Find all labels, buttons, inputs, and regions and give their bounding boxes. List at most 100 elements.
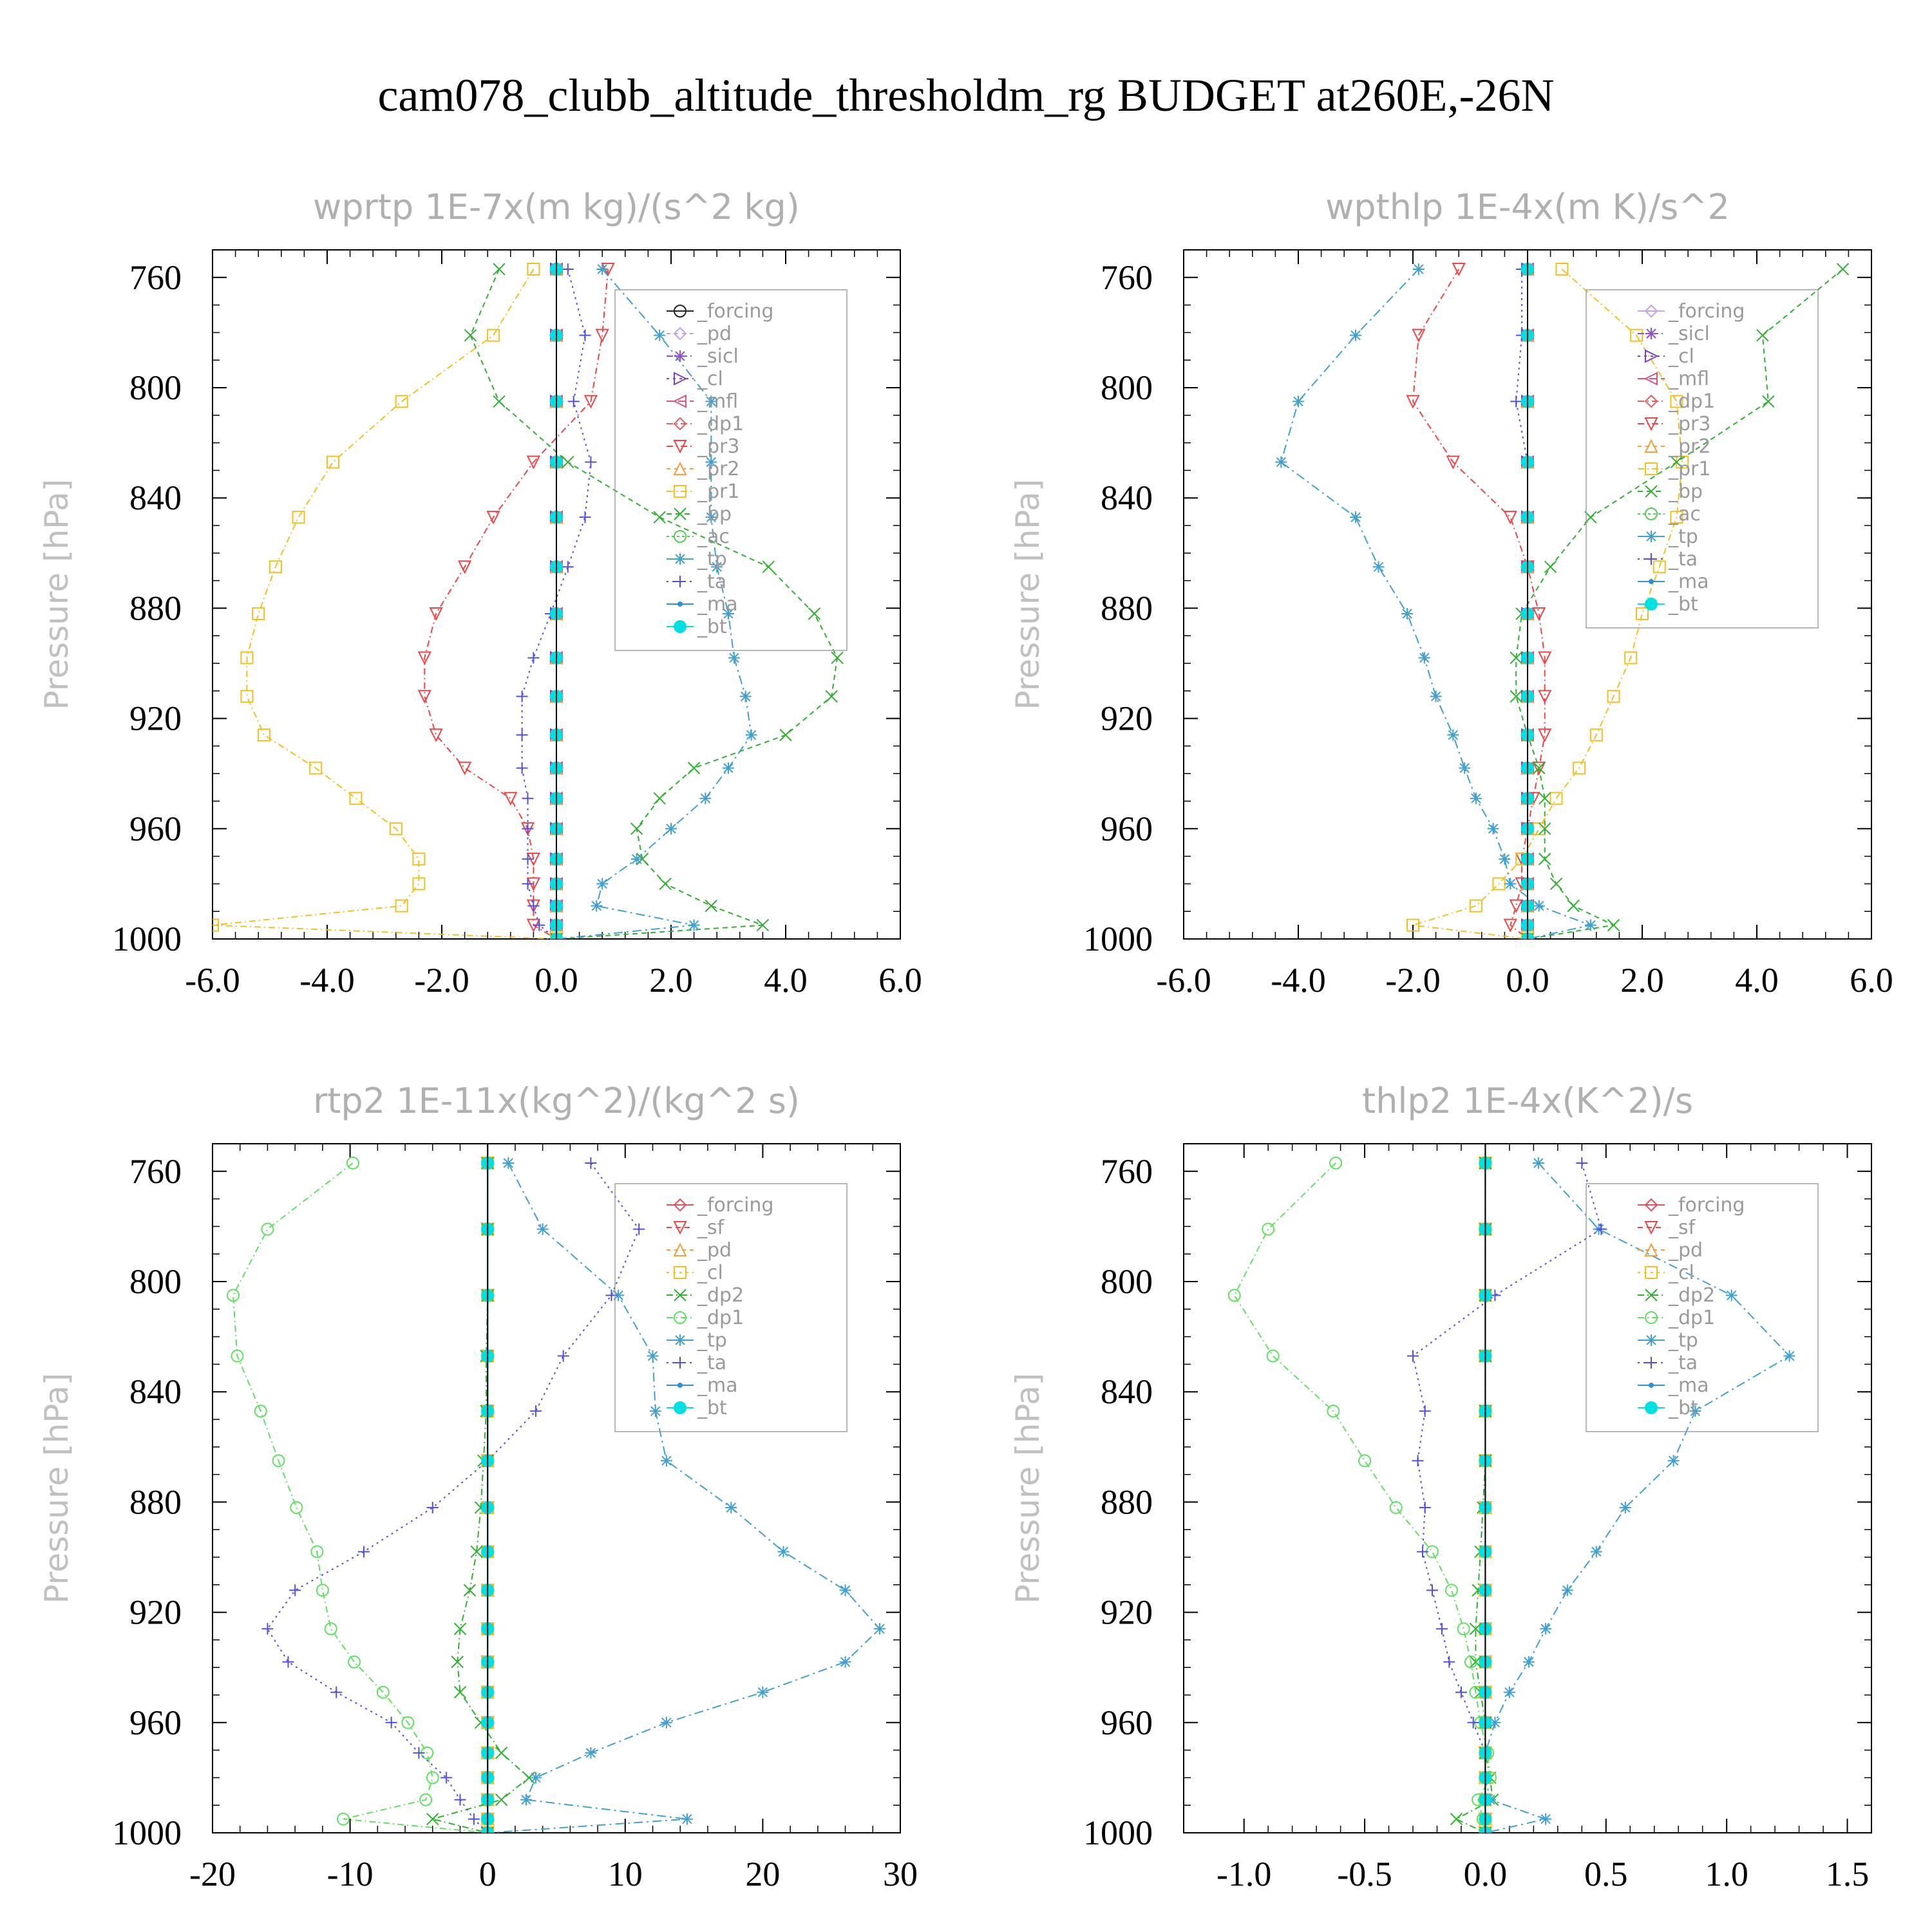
data-point_tp bbox=[1590, 1546, 1602, 1558]
series_ta bbox=[1510, 263, 1533, 939]
y-tick-label: 800 bbox=[129, 368, 182, 407]
data-point_pr1 bbox=[1607, 690, 1620, 703]
data-point_tp bbox=[660, 1455, 672, 1467]
legend-marker bbox=[1645, 1401, 1658, 1414]
data-point_tp bbox=[536, 1223, 549, 1235]
y-tick-label: 840 bbox=[1101, 478, 1153, 517]
legend-entry_ma: _ma bbox=[667, 593, 738, 616]
data-point_pr3 bbox=[526, 455, 541, 469]
legend-label: _tp bbox=[697, 1329, 727, 1352]
legend-label: _mfl bbox=[1668, 368, 1709, 390]
legend-marker bbox=[1645, 328, 1657, 339]
series-line_dp2 bbox=[430, 1163, 530, 1833]
data-point_bp bbox=[756, 918, 770, 932]
data-point_tp bbox=[1430, 690, 1442, 703]
legend-label: _cl bbox=[1668, 1262, 1694, 1284]
data-point_pr1 bbox=[1532, 822, 1546, 835]
series_tp bbox=[551, 263, 757, 939]
y-tick-label: 760 bbox=[1101, 1152, 1153, 1191]
x-tick-label: 30 bbox=[883, 1855, 918, 1893]
legend-label: _pr2 bbox=[697, 458, 739, 480]
data-point_tp bbox=[1532, 1157, 1544, 1169]
legend-label: _bt bbox=[697, 1397, 727, 1419]
data-point_pr1 bbox=[258, 728, 271, 742]
legend-label: _pd bbox=[697, 1239, 732, 1262]
legend-marker bbox=[674, 576, 686, 587]
data-point_tp bbox=[660, 1716, 672, 1728]
legend-entry_sicl: _sicl bbox=[667, 345, 739, 368]
legend-entry_cl: _cl bbox=[1638, 1262, 1694, 1284]
data-point_ta bbox=[1412, 1455, 1424, 1467]
series_pr3 bbox=[1406, 262, 1552, 939]
series-line_dp2 bbox=[1455, 1163, 1493, 1833]
data-point_pr3 bbox=[1503, 918, 1517, 933]
legend-marker bbox=[674, 1334, 686, 1346]
data-point_ta bbox=[557, 1350, 569, 1362]
legend-entry_mfl: _mfl bbox=[667, 390, 738, 413]
legend-label: _ac bbox=[1668, 503, 1701, 526]
legend-entry_pr2: _pr2 bbox=[667, 458, 739, 480]
data-point_ta bbox=[1435, 1623, 1448, 1635]
data-point_bp bbox=[653, 792, 666, 805]
legend-entry_tp: _tp bbox=[667, 1329, 727, 1352]
legend-entry_dp1: _dp1 bbox=[1638, 390, 1715, 413]
legend-marker bbox=[1645, 1334, 1657, 1346]
y-axis-label: Pressure [hPa] bbox=[38, 479, 75, 710]
data-point_ta bbox=[357, 1546, 370, 1558]
data-point_ta bbox=[579, 511, 591, 524]
data-point_pr3 bbox=[1412, 328, 1426, 343]
data-point_tp bbox=[1275, 456, 1287, 468]
data-point_pr1 bbox=[1630, 328, 1643, 342]
data-point_ta bbox=[468, 1813, 480, 1825]
x-tick-label: 0.0 bbox=[535, 961, 578, 999]
data-point_pr3 bbox=[457, 560, 472, 574]
data-point_ta bbox=[282, 1656, 294, 1668]
legend-label: _bp bbox=[1668, 480, 1703, 503]
series-line_dp1 bbox=[1233, 1162, 1491, 1833]
y-tick-label: 840 bbox=[129, 478, 182, 517]
data-point_pr3 bbox=[1503, 511, 1517, 525]
legend-label: _ta bbox=[1668, 548, 1698, 571]
data-point_dp1 bbox=[1227, 1289, 1241, 1302]
legend-entry_dp2: _dp2 bbox=[1638, 1284, 1715, 1307]
legend-entry_bt: _bt bbox=[667, 616, 727, 638]
data-point_tp bbox=[1540, 1623, 1552, 1635]
legend-label: _pd bbox=[1668, 1239, 1703, 1262]
data-point_dp1 bbox=[290, 1501, 303, 1514]
x-tick-label: 20 bbox=[745, 1855, 780, 1893]
data-point_tp bbox=[630, 853, 643, 865]
data-point_tp bbox=[1372, 561, 1385, 573]
data-point_ta bbox=[516, 762, 528, 774]
data-point_pr1 bbox=[240, 651, 254, 665]
legend-marker bbox=[674, 1311, 687, 1324]
legend-label: _dp1 bbox=[1668, 390, 1715, 413]
data-point_pr3 bbox=[457, 761, 472, 775]
data-point_pr3 bbox=[1538, 728, 1552, 743]
legend-label: _pr3 bbox=[697, 435, 739, 458]
legend-marker bbox=[677, 601, 683, 607]
legend-label: _ma bbox=[697, 1374, 738, 1397]
data-point_pr3 bbox=[583, 395, 598, 409]
data-point_tp bbox=[1689, 1405, 1701, 1417]
legend-entry_pr1: _pr1 bbox=[1638, 458, 1710, 480]
y-tick-label: 800 bbox=[1101, 368, 1153, 407]
data-point_ta bbox=[585, 456, 597, 468]
data-point_ta bbox=[633, 1223, 645, 1235]
series_dp1 bbox=[227, 1156, 495, 1833]
data-point_dp1 bbox=[1329, 1156, 1343, 1170]
series-line_ta bbox=[267, 1162, 640, 1833]
data-point_ta bbox=[522, 878, 534, 890]
x-tick-label: -20 bbox=[189, 1855, 236, 1893]
y-tick-label: 840 bbox=[129, 1372, 182, 1411]
series_ta bbox=[516, 263, 597, 939]
data-point_ta bbox=[579, 329, 591, 341]
legend-marker bbox=[1644, 1198, 1658, 1212]
data-point_bp bbox=[1538, 792, 1551, 805]
y-tick-label: 880 bbox=[1101, 589, 1153, 627]
legend-label: _forcing bbox=[697, 300, 773, 323]
legend-label: _pr1 bbox=[697, 480, 739, 503]
plot-area bbox=[1227, 1155, 1795, 1833]
legend-label: _ta bbox=[697, 571, 726, 593]
legend-marker bbox=[1644, 1242, 1658, 1256]
data-point_ta bbox=[1576, 1157, 1588, 1169]
